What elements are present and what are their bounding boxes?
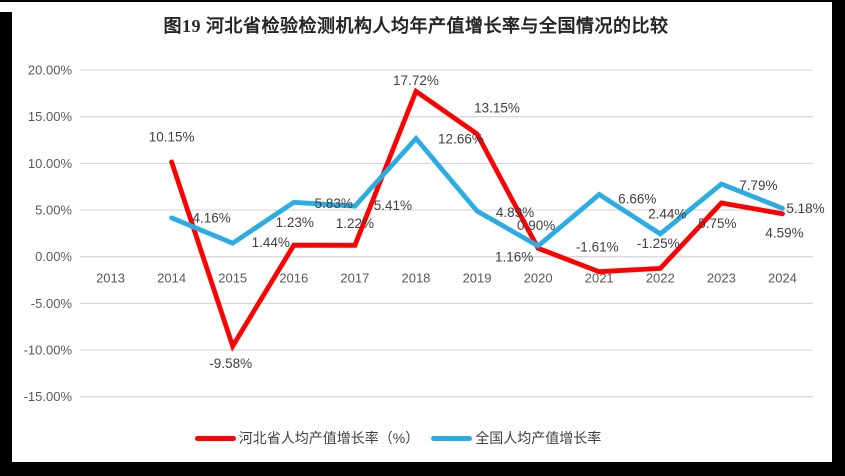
legend-swatch-hebei-line [194,435,236,441]
data-label: 4.16% [192,211,230,226]
x-axis-tick-label: 2017 [340,271,369,286]
x-axis-tick-label: 2020 [524,271,553,286]
data-label: 5.41% [374,198,412,213]
data-label: 6.66% [618,191,656,206]
x-axis-tick-label: 2016 [279,271,308,286]
data-label: 5.18% [786,201,824,216]
data-label: 4.89% [496,205,534,220]
series-line-hebei [169,87,785,352]
data-label: 2.44% [648,207,686,222]
data-label: 1.23% [276,215,314,230]
frame-border-top [0,0,845,2]
data-label: 17.72% [393,73,439,88]
x-axis-tick-label: 2021 [585,271,614,286]
data-label: 7.79% [739,178,777,193]
data-label: 5.83% [315,196,353,211]
data-label: 1.22% [336,216,374,231]
data-label: 12.66% [438,131,484,146]
series-line-national [169,134,785,249]
data-label: 1.16% [495,250,533,265]
data-label: 10.15% [149,130,195,145]
y-axis-tick-label: -10.00% [24,343,73,358]
legend: 河北省人均产值增长率（%） 全国人均产值增长率 [0,429,814,447]
chart-title: 图19 河北省检验检测机构人均年产值增长率与全国情况的比较 [163,16,669,36]
y-axis-tick-label: 15.00% [28,109,73,124]
x-axis-tick-label: 2023 [707,271,736,286]
x-axis-tick-label: 2019 [463,271,492,286]
x-axis-tick-label: 2013 [96,271,125,286]
data-label: 4.59% [765,226,803,241]
y-axis-tick-label: 10.00% [28,156,73,171]
x-axis-tick-label: 2024 [768,271,797,286]
x-axis-tick-label: 2015 [218,271,247,286]
y-axis-tick-label: 5.00% [35,203,72,218]
frame-border-right [832,0,845,476]
data-label: 5.75% [698,216,736,231]
x-axis-tick-label: 2018 [401,271,430,286]
y-axis-tick-label: 20.00% [28,63,73,78]
legend-label-hebei: 河北省人均产值增长率（%） [238,430,420,446]
x-axis-tick-label: 2014 [157,271,186,286]
data-label: -1.25% [637,236,680,251]
data-label: -1.61% [576,240,619,255]
data-label: -9.58% [209,356,252,371]
data-label: 13.15% [474,101,520,116]
x-axis-tick-label: 2022 [646,271,675,286]
frame-border-left [0,12,12,476]
data-label: 0.90% [517,218,555,233]
y-axis-tick-label: 0.00% [35,249,72,264]
y-axis-tick-label: -5.00% [31,296,73,311]
legend-label-national: 全国人均产值增长率 [475,430,602,446]
frame-border-bottom [0,462,845,476]
legend-swatch-national-line [431,435,473,441]
data-label: 1.44% [252,235,290,250]
y-axis-tick-label: -15.00% [24,389,73,404]
